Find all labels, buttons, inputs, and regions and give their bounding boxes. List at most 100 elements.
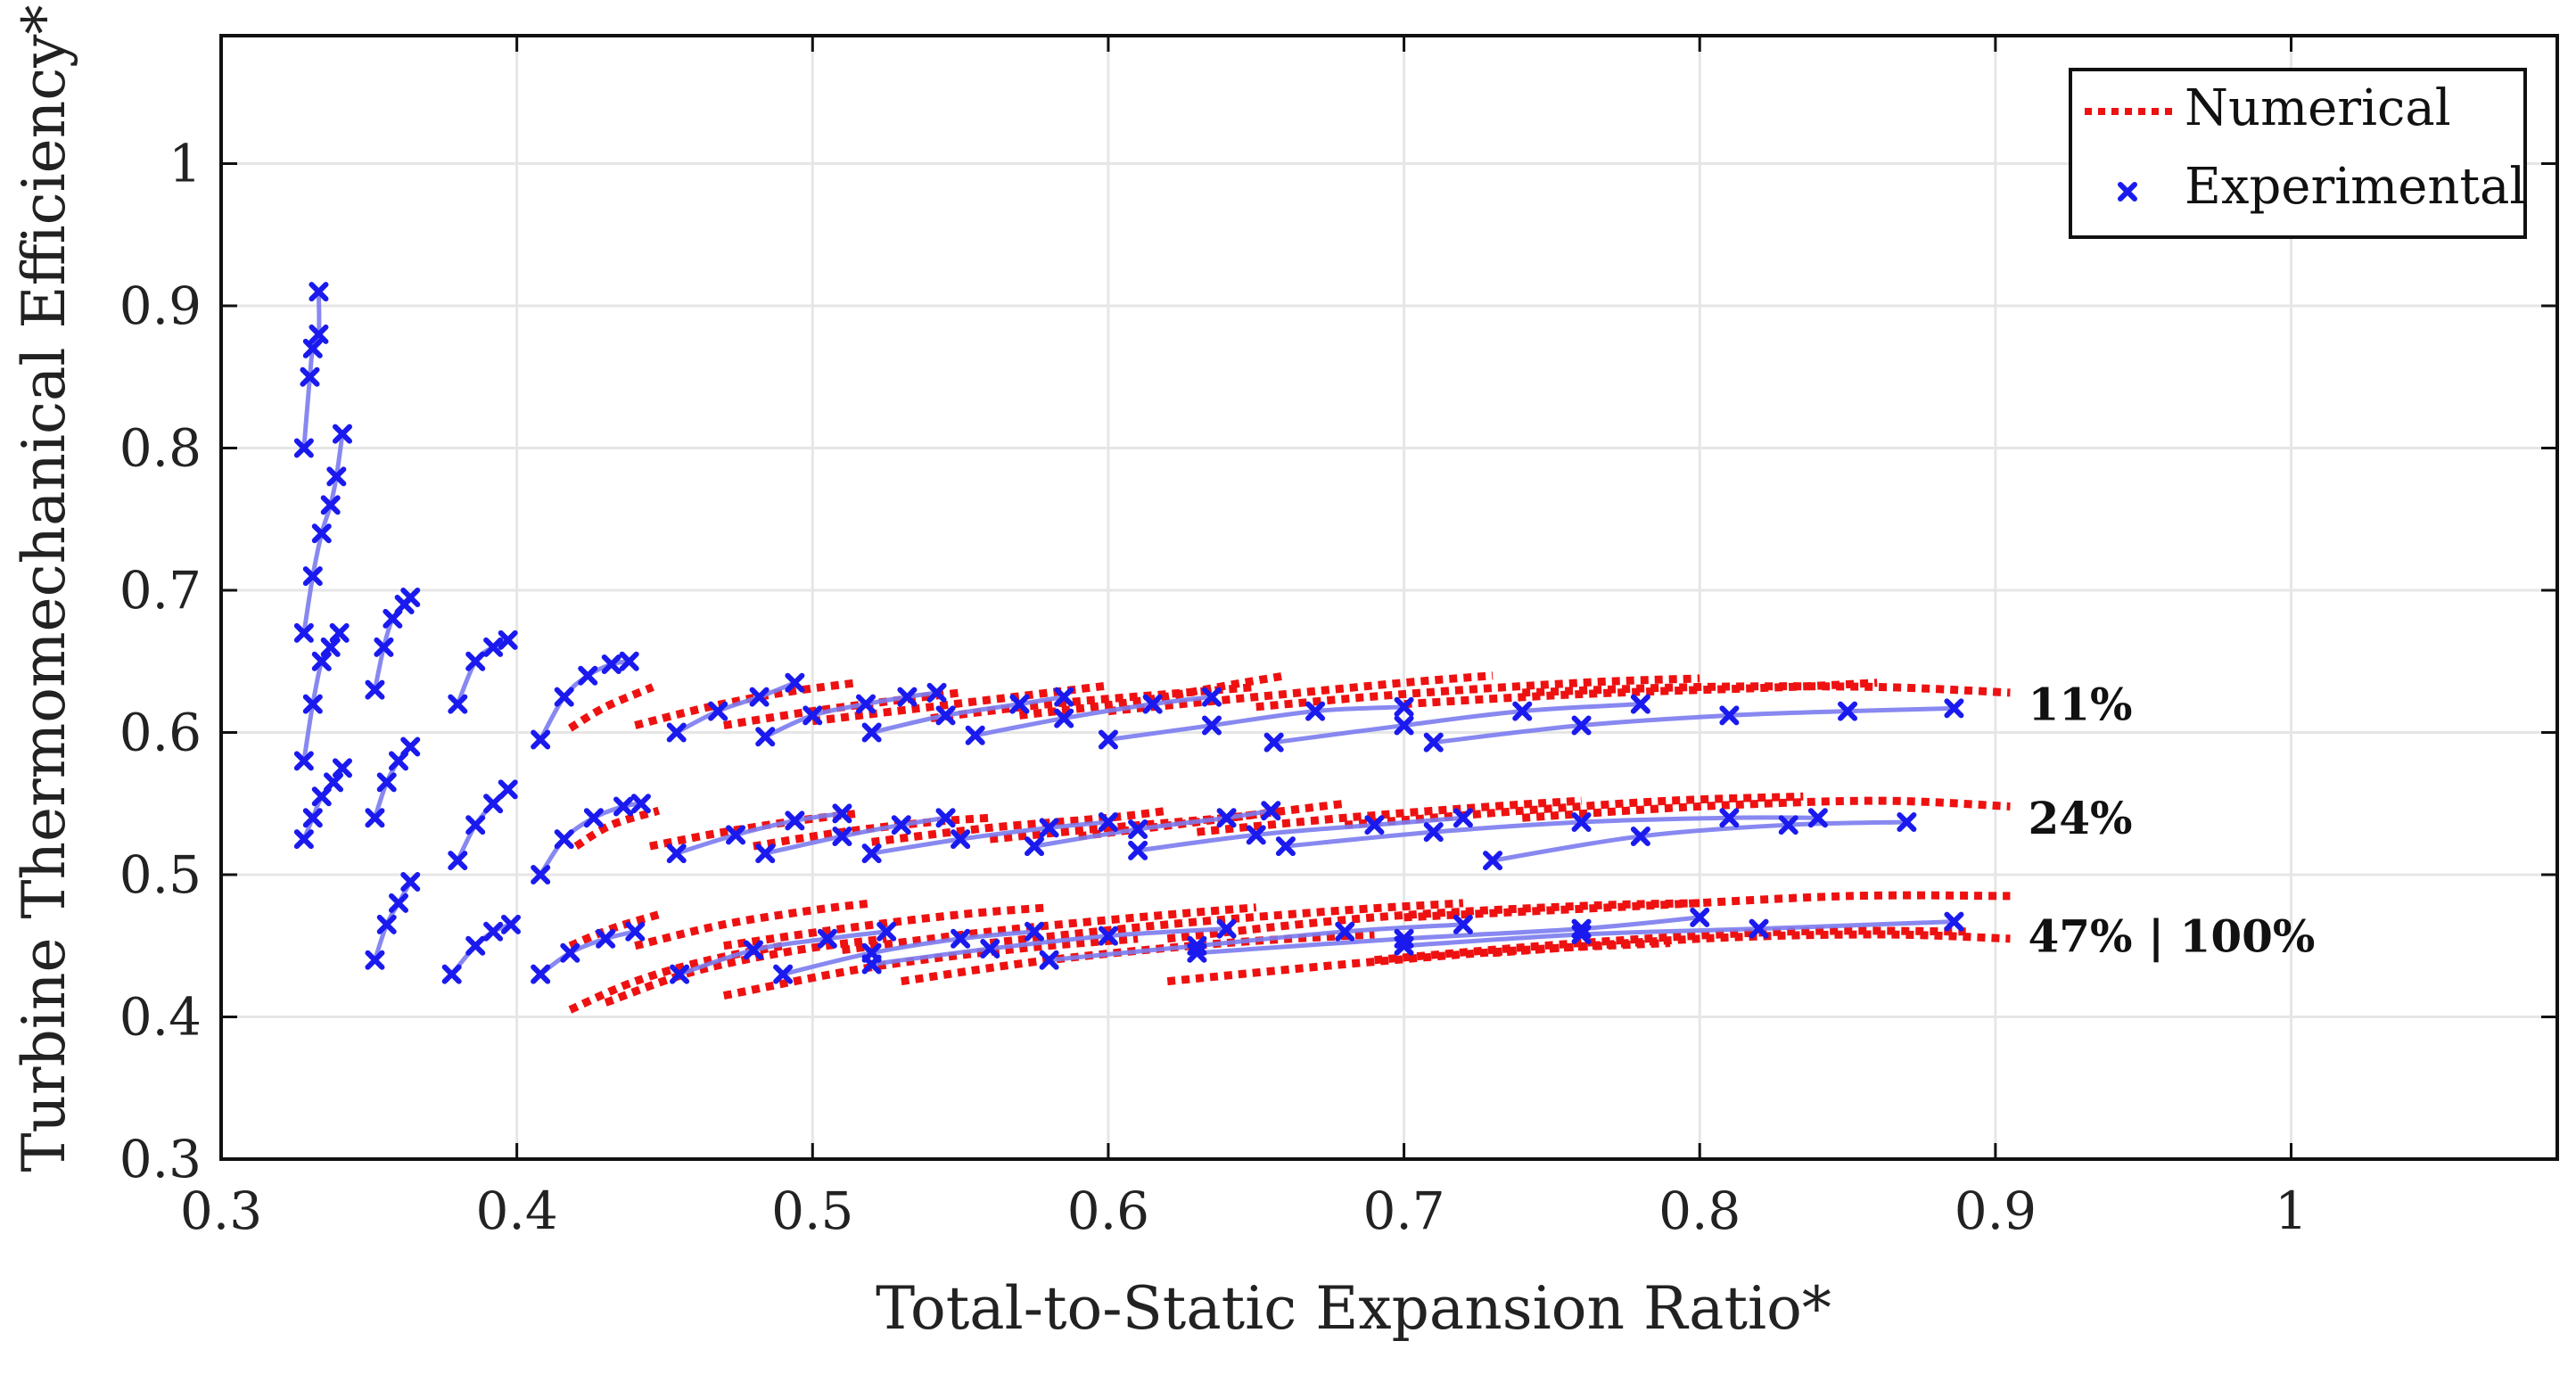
numerical-curve [723,688,961,729]
x-marker-stroke [1719,808,1740,828]
experimental-point [448,694,468,714]
x-marker-stroke [1098,812,1118,832]
experimental-point [1128,819,1148,839]
experimental-fit-line [1049,922,1464,963]
x-marker-stroke [388,893,408,913]
experimental-point [596,928,616,949]
experimental-point [293,751,314,771]
x-marker-stroke [1364,815,1385,835]
experimental-point [311,651,332,671]
x-marker-stroke [311,523,332,544]
experimental-point [1216,918,1237,939]
experimental-point [531,964,551,984]
x-marker-stroke [1098,926,1118,946]
experimental-point [483,637,504,657]
experimental-point [302,566,323,587]
experimental-point [935,808,956,828]
experimental-fit-line [1285,815,1818,849]
x-marker-stroke [1778,815,1798,835]
x-marker-stroke [1394,715,1414,736]
x-marker-stroke [1275,836,1296,857]
experimental-point [1630,826,1650,846]
x-marker-stroke [935,808,956,828]
y-tick-label: 0.4 [119,987,202,1048]
numerical-curve [989,899,1464,948]
experimental-fit-line [675,680,796,735]
x-marker-stroke [1719,705,1740,726]
experimental-point [1394,715,1414,736]
experimental-point [448,851,468,871]
x-marker-stroke [897,687,918,707]
experimental-point [891,815,911,835]
experimental-point [1571,925,1592,944]
x-marker-stroke [1187,942,1207,963]
x-marker-stroke [1202,715,1222,736]
x-tick-label: 0.3 [180,1181,262,1241]
x-marker-stroke [302,808,323,828]
legend-experimental-label: Experimental [2185,158,2525,216]
x-marker-stroke [302,694,323,714]
x-marker-stroke [578,665,598,686]
experimental-point [332,758,352,778]
x-marker-stroke [785,672,805,693]
x-marker-stroke [400,871,421,892]
x-marker-stroke [926,682,947,703]
experimental-fit-line [1492,819,1907,863]
x-marker-stroke [465,651,486,671]
experimental-point [400,736,421,757]
numerical-curve [1522,682,2011,697]
x-marker-stroke [302,338,323,358]
x-marker-stroke [332,424,352,444]
experimental-point [531,865,551,885]
experimental-point [1098,729,1118,750]
x-marker-stroke [755,843,776,864]
x-marker-stroke [861,954,882,975]
x-marker-stroke [531,964,551,984]
x-marker-stroke [935,705,956,726]
experimental-point [1054,687,1074,707]
experimental-point [1838,701,1858,721]
experimental-point [1778,815,1798,835]
x-marker-stroke [951,829,971,850]
experimental-point [1423,732,1444,753]
x-marker-stroke [773,964,794,984]
x-marker-stroke [324,772,344,793]
experimental-point [749,687,770,707]
x-marker-stroke [1690,907,1710,927]
experimental-point [376,772,397,793]
experimental-fit-line [782,929,1035,977]
x-marker-stroke [1897,812,1917,832]
experimental-point [743,940,763,960]
x-marker-stroke [1142,694,1163,714]
numerical-curve [1107,671,1494,716]
x-marker-stroke [708,701,728,721]
plot-frame [219,34,2559,1161]
experimental-fit-line [1403,919,1955,949]
x-marker-stroke [465,815,486,835]
experimental-point [365,679,385,700]
x-marker-stroke [980,938,1000,959]
experimental-point [329,622,350,643]
experimental-point [501,914,522,934]
experimental-point [483,921,504,942]
x-marker-stroke [441,964,462,984]
numerical-curve [568,910,661,950]
x-marker-stroke [1423,822,1444,843]
experimental-point [465,935,486,956]
legend-box [2069,68,2527,239]
experimental-fit-line [871,819,1109,856]
experimental-point [855,694,876,714]
experimental-fit-line [975,695,1213,738]
x-marker-stroke [1630,826,1650,846]
experimental-point [483,794,504,814]
experimental-point [755,843,776,864]
experimental-point [1263,732,1284,753]
numerical-curve [649,809,858,851]
experimental-point [1719,705,1740,726]
x-marker-stroke [374,637,394,657]
x-marker-stroke [1394,935,1414,956]
x-tick-label: 0.6 [1067,1181,1149,1241]
x-marker-stroke [483,921,504,942]
experimental-fit-line [764,815,946,856]
experimental-point [802,705,823,726]
